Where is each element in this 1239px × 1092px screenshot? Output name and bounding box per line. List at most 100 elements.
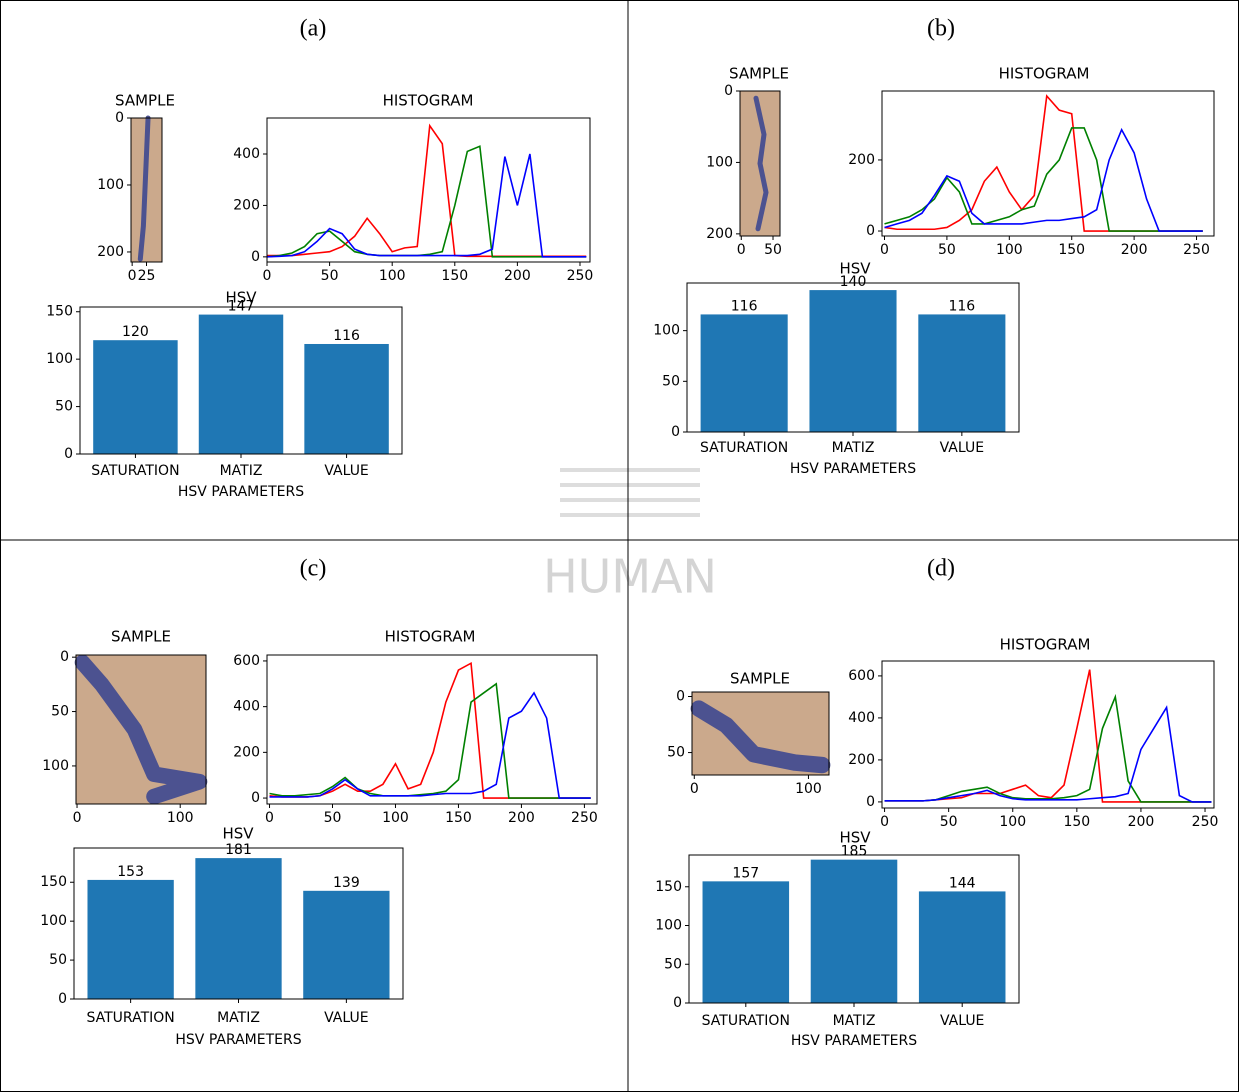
histogram-line [269, 661, 591, 799]
watermark-logo [560, 468, 700, 517]
chart-title: HSV [839, 829, 871, 847]
x-tick-label: 200 [504, 268, 531, 284]
y-tick-label: 50 [664, 956, 682, 972]
value-label: 144 [949, 875, 976, 891]
y-tick-label: 150 [46, 304, 73, 320]
chart-title: SAMPLE [111, 628, 171, 646]
y-tick-label: 600 [233, 653, 260, 669]
x-axis-label: HSV PARAMETERS [178, 484, 304, 500]
x-tick-label: 150 [1058, 242, 1085, 258]
axes-frame [266, 117, 591, 263]
y-tick-label: 200 [848, 152, 875, 168]
y-tick-label: 0 [115, 110, 124, 126]
axes-frame [881, 660, 1215, 809]
x-tick-label: 250 [1192, 814, 1219, 830]
y-tick-label: 0 [724, 83, 733, 99]
chart-title: HSV [839, 260, 871, 278]
y-tick-label: 50 [662, 373, 680, 389]
x-tick-label: 25 [138, 268, 156, 284]
axes-frame [881, 90, 1215, 237]
y-tick-label: 200 [848, 752, 875, 768]
bar [702, 881, 790, 1003]
chart-title: HISTOGRAM [999, 65, 1090, 83]
y-tick-label: 400 [848, 710, 875, 726]
histogram-line [884, 705, 1212, 803]
x-tick-label: MATIZ [217, 1010, 260, 1026]
x-tick-label: VALUE [940, 440, 984, 456]
value-label: 185 [841, 844, 868, 860]
x-tick-label: MATIZ [220, 463, 263, 479]
x-tick-label: 0 [73, 810, 82, 826]
bar [93, 340, 178, 454]
x-tick-label: 0 [880, 814, 889, 830]
x-axis-label: HSV PARAMETERS [791, 1033, 917, 1049]
x-tick-label: 0 [690, 781, 699, 797]
y-tick-label: 0 [60, 649, 69, 665]
panel-label: (d) [927, 556, 955, 582]
y-tick-label: 0 [676, 688, 685, 704]
value-label: 116 [948, 298, 975, 314]
panel-label: (b) [927, 16, 955, 42]
axes-frame [739, 90, 781, 237]
chart-title: HISTOGRAM [385, 628, 476, 646]
x-tick-label: 150 [445, 810, 472, 826]
panel: (c) 0 50 100 0 100 SAMPLE 0 200 400 600 0 50 100 150 20… [40, 556, 598, 1049]
y-tick-label: 400 [233, 699, 260, 715]
histogram-line [884, 94, 1203, 232]
x-tick-label: 0 [880, 242, 889, 258]
value-label: 140 [840, 274, 867, 290]
x-tick-label: 50 [324, 810, 342, 826]
value-label: 181 [225, 842, 252, 858]
sample-specimen [753, 95, 769, 232]
x-tick-label: 200 [508, 810, 535, 826]
x-tick-label: 250 [1183, 242, 1210, 258]
value-label: 116 [731, 298, 758, 314]
x-tick-label: 100 [382, 810, 409, 826]
histogram-line [884, 127, 1203, 232]
x-tick-label: 100 [996, 242, 1023, 258]
y-tick-label: 100 [97, 177, 124, 193]
bar [303, 890, 390, 999]
y-tick-label: 0 [58, 991, 67, 1007]
axes-frame [688, 854, 1020, 1004]
histogram-line [884, 669, 1212, 803]
x-tick-label: MATIZ [832, 440, 875, 456]
y-tick-label: 0 [673, 995, 682, 1011]
sample-specimen [690, 700, 831, 774]
panel-label: (c) [300, 556, 327, 582]
x-tick-label: SATURATION [700, 440, 788, 456]
x-tick-label: 150 [441, 268, 468, 284]
y-tick-label: 400 [233, 146, 260, 162]
y-tick-label: 150 [655, 879, 682, 895]
x-tick-label: SATURATION [702, 1013, 790, 1029]
value-label: 153 [117, 864, 144, 880]
bar [195, 858, 282, 999]
x-tick-label: 0 [263, 268, 272, 284]
y-tick-label: 0 [64, 446, 73, 462]
x-tick-label: VALUE [940, 1013, 984, 1029]
chart-title: SAMPLE [729, 65, 789, 83]
y-tick-label: 50 [667, 745, 685, 761]
chart-title: SAMPLE [730, 670, 790, 688]
x-tick-label: 100 [999, 814, 1026, 830]
x-tick-label: 50 [321, 268, 339, 284]
panel: (d) 0 50 0 100 SAMPLE 0 200 400 600 0 50 100 150 200 25… [655, 556, 1218, 1050]
chart-title: SAMPLE [115, 92, 175, 110]
chart-title: HSV [222, 825, 254, 843]
y-tick-label: 150 [40, 874, 67, 890]
y-tick-label: 50 [51, 704, 69, 720]
x-tick-label: 50 [938, 242, 956, 258]
y-tick-label: 100 [655, 918, 682, 934]
value-label: 139 [333, 875, 360, 891]
histogram-line [269, 682, 591, 799]
x-tick-label: 150 [1063, 814, 1090, 830]
axes-frame [691, 691, 830, 776]
x-tick-label: 200 [1121, 242, 1148, 258]
bar [304, 343, 389, 454]
y-tick-label: 100 [46, 351, 73, 367]
axes-frame [79, 306, 403, 455]
bar [918, 314, 1006, 432]
x-tick-label: 100 [379, 268, 406, 284]
